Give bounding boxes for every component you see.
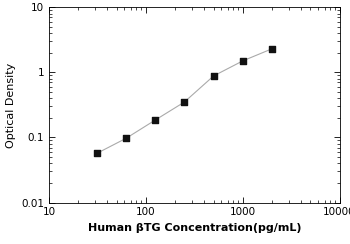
Point	[123, 136, 129, 140]
Point	[269, 47, 275, 51]
Point	[94, 151, 100, 155]
Point	[182, 100, 187, 104]
Y-axis label: Optical Density: Optical Density	[6, 62, 16, 148]
Point	[152, 118, 158, 122]
Point	[240, 59, 245, 63]
Point	[211, 74, 216, 78]
X-axis label: Human βTG Concentration(pg/mL): Human βTG Concentration(pg/mL)	[88, 223, 301, 233]
